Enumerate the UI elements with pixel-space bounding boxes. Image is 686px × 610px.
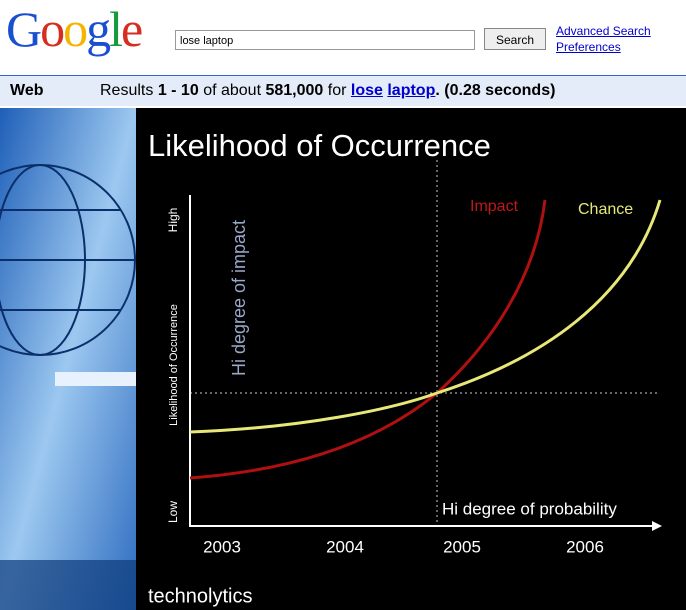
- text: 581,000: [265, 82, 323, 99]
- impact-label: Impact: [470, 198, 519, 215]
- decor-bar: [0, 560, 136, 610]
- y-axis-label: Likelihood of Occurrence: [168, 304, 180, 426]
- x-label: 2003: [203, 537, 241, 556]
- y-high-label: High: [166, 208, 180, 233]
- text: .: [435, 82, 439, 99]
- x-label: 2004: [326, 537, 364, 556]
- decor-bar: [55, 372, 136, 386]
- advanced-search-link[interactable]: Advanced Search: [556, 24, 651, 38]
- probability-note: Hi degree of probability: [442, 499, 617, 518]
- page: Google lose laptop Search Advanced Searc…: [0, 0, 686, 610]
- query-link[interactable]: laptop: [387, 82, 435, 99]
- results-summary: Results 1 - 10 of about 581,000 for lose…: [100, 76, 555, 106]
- impact-axis-note: Hi degree of impact: [229, 220, 249, 376]
- text: (0.28 seconds): [444, 82, 555, 99]
- search-button[interactable]: Search: [484, 28, 546, 50]
- decor-panel: [0, 108, 136, 610]
- text: for: [328, 82, 347, 99]
- google-logo[interactable]: Google: [6, 0, 141, 58]
- slide-image: Likelihood of Occurrence High Likelihood…: [0, 108, 686, 610]
- web-tab[interactable]: Web: [10, 76, 43, 106]
- chance-label: Chance: [578, 201, 633, 218]
- preferences-link[interactable]: Preferences: [556, 40, 621, 54]
- footer-brand: technolytics: [148, 585, 253, 607]
- search-box[interactable]: lose laptop: [175, 30, 475, 50]
- query-link[interactable]: lose: [351, 82, 383, 99]
- x-label: 2006: [566, 537, 604, 556]
- results-bar: Web Results 1 - 10 of about 581,000 for …: [0, 75, 686, 106]
- text: of about: [203, 82, 261, 99]
- y-low-label: Low: [166, 501, 180, 523]
- slide-title: Likelihood of Occurrence: [148, 128, 491, 163]
- text: Results: [100, 82, 153, 99]
- text: 1 - 10: [158, 82, 199, 99]
- x-label: 2005: [443, 537, 481, 556]
